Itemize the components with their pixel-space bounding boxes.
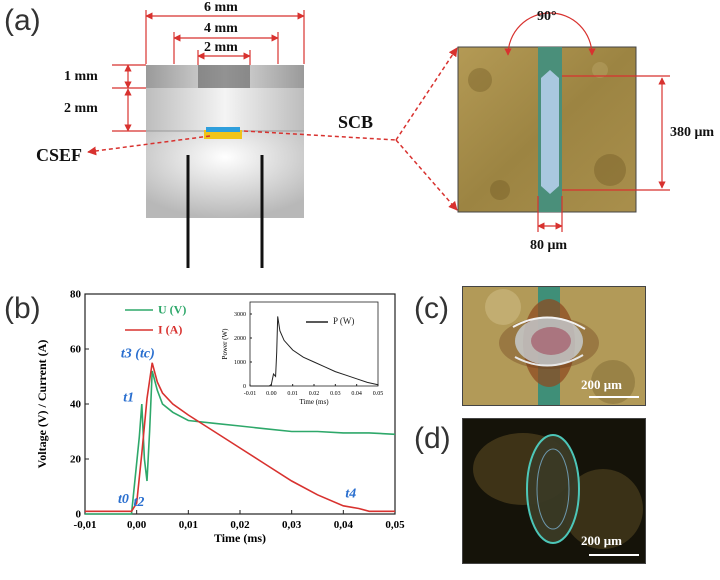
panel-b-label: (b) xyxy=(4,292,41,325)
annotation-0: t0 xyxy=(118,492,129,507)
x-tick-label: 0.04 xyxy=(351,391,362,397)
y-tick-label: 0 xyxy=(243,384,246,390)
series-line-0 xyxy=(250,316,379,387)
annotation-1: t1 xyxy=(123,390,134,405)
scb-layer xyxy=(206,127,240,132)
dim-4mm: 4 mm xyxy=(204,21,238,36)
x-tick-label: 0,02 xyxy=(230,519,250,531)
legend-label-1: I (A) xyxy=(158,323,182,337)
scb-pointer xyxy=(243,130,397,141)
x-tick-label: 0,03 xyxy=(282,519,302,531)
middle-layer xyxy=(146,88,304,131)
legend-label-0: P (W) xyxy=(333,316,354,326)
top-cap-core xyxy=(198,65,250,88)
dim-2mm: 2 mm xyxy=(204,40,238,55)
post-firing-micrograph-d: 200 μm xyxy=(462,418,646,564)
scb-bridge xyxy=(541,70,559,194)
annotation-3: t3 (tc) xyxy=(121,346,155,361)
csef-label: CSEF xyxy=(36,145,83,165)
scale-bar-d: 200 μm xyxy=(581,533,622,548)
x-tick-label: 0,05 xyxy=(385,519,405,531)
y-tick-label: 20 xyxy=(70,454,82,466)
scb-label: SCB xyxy=(338,112,374,132)
post-firing-micrograph-c: 200 μm xyxy=(462,286,646,406)
scale-bar-c: 200 μm xyxy=(581,377,622,392)
panel-d-label: (d) xyxy=(414,422,451,455)
y-axis-label: Power (W) xyxy=(221,328,229,360)
legend-label-0: U (V) xyxy=(158,303,186,317)
panel-c-label: (c) xyxy=(414,292,449,325)
annotation-2: t2 xyxy=(134,495,145,510)
dim-2mm-height: 2 mm xyxy=(64,101,98,116)
y-axis-label: Voltage (V) / Current (A) xyxy=(35,340,49,469)
x-axis-label: Time (ms) xyxy=(214,531,266,545)
y-tick-label: 60 xyxy=(70,344,82,356)
csef-chip xyxy=(204,130,242,139)
x-tick-label: -0.01 xyxy=(244,391,257,397)
y-tick-label: 1000 xyxy=(234,360,246,366)
x-tick-label: 0.05 xyxy=(373,391,384,397)
micrograph-texture xyxy=(468,62,626,200)
dim-1mm: 1 mm xyxy=(64,69,98,84)
y-tick-label: 2000 xyxy=(234,336,246,342)
plot-frame xyxy=(249,301,379,387)
x-tick-label: 0,00 xyxy=(127,519,147,531)
panel-a-label: (a) xyxy=(4,4,41,37)
y-tick-label: 0 xyxy=(76,509,82,521)
x-tick-label: 0.01 xyxy=(287,391,298,397)
dimension-lines xyxy=(112,10,305,132)
series-line-1 xyxy=(85,362,395,513)
annotation-4: t4 xyxy=(345,487,356,502)
y-tick-label: 3000 xyxy=(234,312,246,318)
x-axis-label: Time (ms) xyxy=(299,398,329,406)
width-label: 80 μm xyxy=(530,238,568,253)
x-tick-label: 0.02 xyxy=(309,391,320,397)
power-inset-chart: -0.01 0.00 0.01 0.02 0.03 0.04 0.05 0 1000 2000 30… xyxy=(221,301,384,406)
x-tick-label: 0.00 xyxy=(266,391,277,397)
dim-6mm: 6 mm xyxy=(204,0,238,15)
x-tick-label: 0.03 xyxy=(330,391,341,397)
series-line-0 xyxy=(85,370,396,515)
y-tick-label: 40 xyxy=(70,399,82,411)
angle-label: 90° xyxy=(537,9,557,24)
y-tick-label: 80 xyxy=(70,289,82,301)
panel-a-schematic xyxy=(87,10,670,268)
x-tick-label: -0,01 xyxy=(74,519,97,531)
cartridge-body xyxy=(146,131,304,218)
length-label: 380 μm xyxy=(670,125,715,140)
x-tick-label: 0,04 xyxy=(334,519,354,531)
x-tick-label: 0,01 xyxy=(179,519,198,531)
